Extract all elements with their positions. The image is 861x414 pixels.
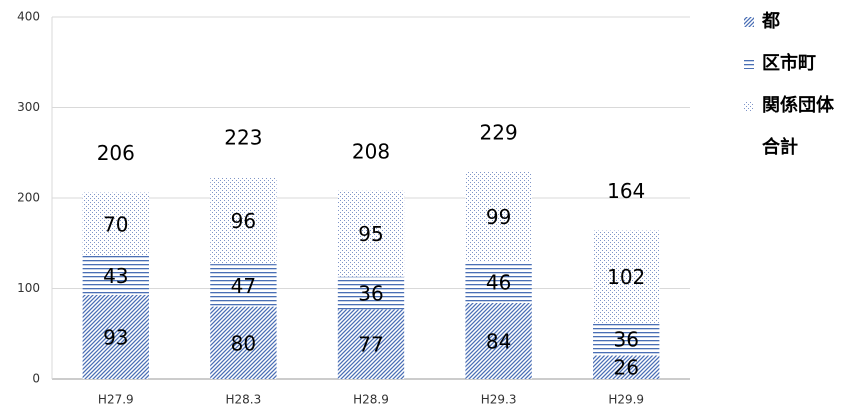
data-label: 102 [607,265,645,289]
data-label: 84 [486,329,511,353]
x-tick-label: H29.3 [481,393,517,407]
data-label: 99 [486,205,511,229]
data-label: 36 [358,282,383,306]
legend-label: 都 [761,11,780,32]
total-label: 164 [607,179,645,203]
y-tick-label: 400 [17,10,40,24]
total-label: 206 [97,141,135,165]
bar-segment [465,171,532,262]
y-tick-label: 0 [32,372,40,386]
bar-segment [82,294,149,379]
total-label: 223 [224,126,262,150]
bar-segment [82,192,149,256]
x-tick-label: H29.9 [608,393,644,407]
legend-marker [744,17,754,27]
y-tick-label: 200 [17,191,40,205]
x-tick-label: H28.9 [353,393,389,407]
bar-segment [210,177,277,265]
bar-segment [593,230,660,323]
data-label: 80 [231,331,256,355]
data-label: 26 [613,356,638,380]
y-tick-label: 100 [17,281,40,295]
data-label: 46 [486,271,511,295]
bar-segment [337,190,405,277]
total-label: 229 [480,120,518,144]
legend-label: 区市町 [762,52,816,74]
x-tick-label: H27.9 [98,393,134,407]
data-label: 43 [103,264,128,288]
bar-segment [337,276,405,310]
bar-segment [210,306,277,379]
bar-segment [465,302,532,379]
data-label: 96 [231,209,256,233]
data-label: 93 [103,325,128,349]
bar-segment [82,255,149,295]
bar-segment [337,309,405,379]
total-label: 208 [352,139,390,163]
data-label: 77 [358,333,383,357]
data-label: 70 [103,213,128,237]
legend-marker [744,59,754,69]
legend-marker [744,101,754,111]
bar-segment [593,322,660,356]
data-label: 47 [231,274,256,298]
bar-segment [210,264,277,307]
data-label: 36 [613,328,638,352]
legend-label: 関係団体 [762,94,835,116]
bar-segment [465,261,532,303]
y-tick-label: 300 [17,100,40,114]
data-label: 95 [358,222,383,246]
legend-label: 合計 [762,136,798,158]
x-tick-label: H28.3 [226,393,262,407]
bar-segment [593,355,660,379]
